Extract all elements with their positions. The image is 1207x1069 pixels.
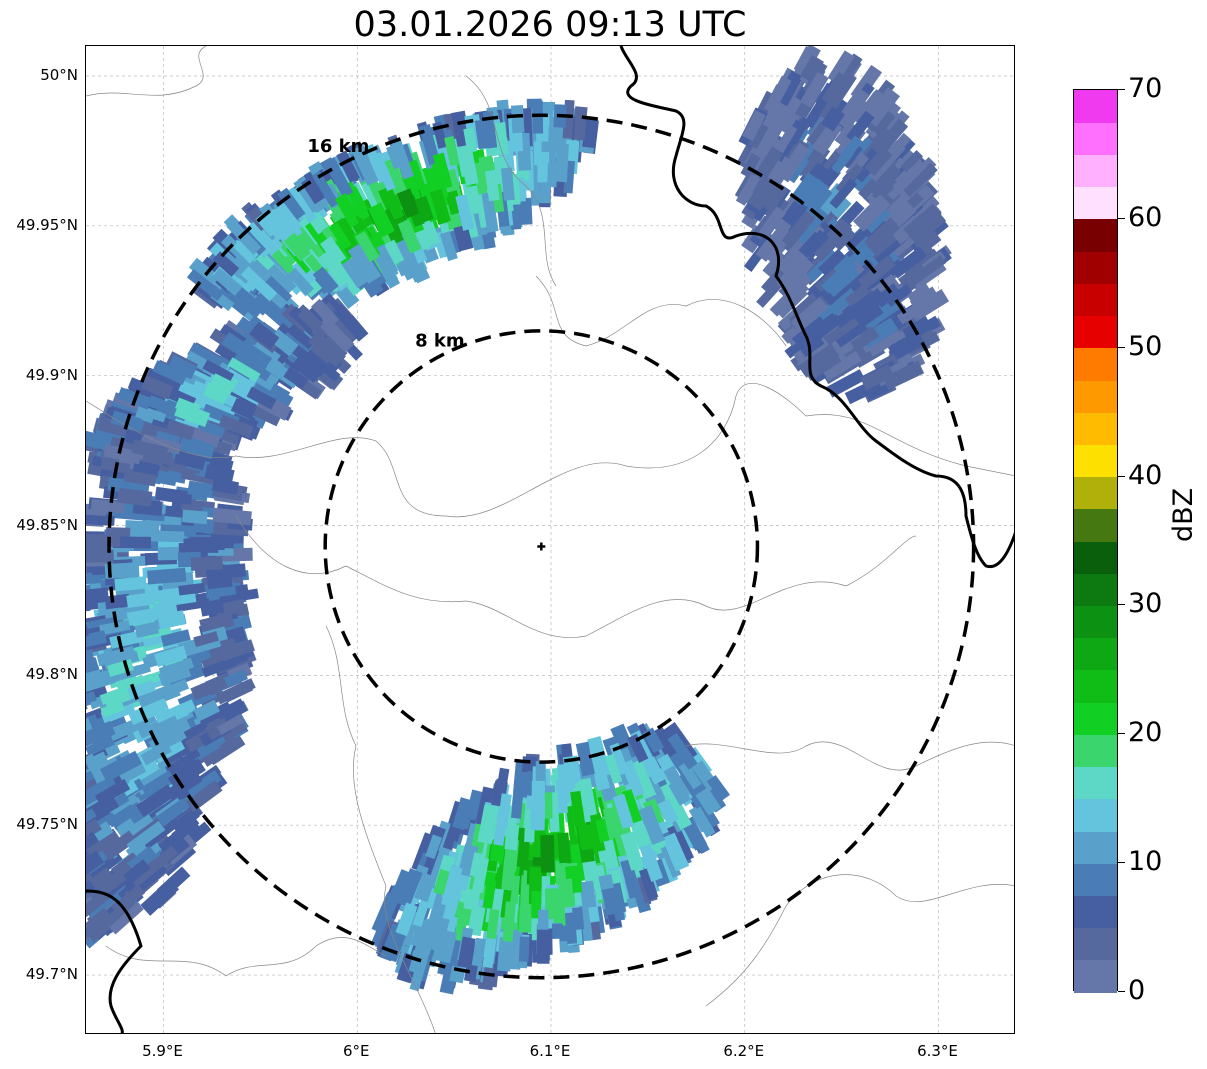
- municipal-boundary: [86, 383, 1014, 518]
- range-rings: 8 km 16 km: [107, 113, 976, 980]
- colorbar-segment: [1074, 734, 1117, 768]
- municipal-boundary: [685, 741, 1014, 771]
- colorbar-tick-label: 70: [1128, 73, 1163, 104]
- colorbar-segment: [1074, 863, 1117, 896]
- municipal-boundary: [465, 75, 557, 287]
- lat-tick-label: 49.95°N: [16, 215, 78, 234]
- colorbar-segment: [1074, 122, 1117, 156]
- colorbar-tick-mark: [1118, 991, 1125, 992]
- colorbar-segment: [1074, 251, 1117, 284]
- colorbar-segment: [1074, 702, 1117, 735]
- colorbar-segment: [1074, 508, 1117, 542]
- range-ring-label: 16 km: [307, 136, 369, 157]
- echo-region-northeast-cell: [734, 46, 952, 405]
- colorbar-tick-mark: [1118, 475, 1125, 477]
- lat-tick-label: 49.7°N: [25, 965, 78, 984]
- colorbar-segment: [1074, 959, 1117, 993]
- lat-tick-label: 49.9°N: [25, 365, 78, 384]
- municipal-boundary: [86, 46, 207, 97]
- lat-tick-label: 49.85°N: [16, 515, 78, 534]
- colorbar-segment: [1074, 573, 1117, 607]
- colorbar-tick-mark: [1118, 733, 1125, 735]
- colorbar-tick-label: 40: [1128, 459, 1163, 491]
- colorbar-tick-label: 20: [1128, 717, 1163, 749]
- colorbar-segment: [1074, 444, 1117, 478]
- colorbar-segment: [1074, 895, 1117, 929]
- borders: [86, 46, 1014, 1033]
- colorbar-segment: [1074, 605, 1117, 639]
- municipal-boundary: [705, 874, 1014, 1007]
- lon-tick-label: 5.9°E: [142, 1042, 183, 1060]
- municipal-boundary: [105, 937, 387, 977]
- lat-tick-label: 50°N: [40, 65, 78, 84]
- colorbar-segment: [1074, 412, 1117, 445]
- colorbar-segment: [1074, 218, 1117, 252]
- colorbar-segment: [1074, 154, 1117, 188]
- colorbar-segment: [1074, 541, 1117, 574]
- range-ring: [107, 113, 976, 980]
- colorbar-segment: [1074, 798, 1117, 832]
- echo-region-northwest-band-upper: [186, 98, 599, 323]
- colorbar-tick-label: 0: [1128, 975, 1146, 1006]
- colorbar-segment: [1074, 830, 1117, 864]
- colorbar-tick-label: 50: [1128, 330, 1163, 362]
- radar-echoes: [86, 46, 952, 995]
- colorbar-segment: [1074, 927, 1117, 961]
- radar-site-marker: [537, 542, 546, 551]
- colorbar-tick-mark: [1118, 217, 1125, 219]
- colorbar-tick-mark: [1118, 346, 1125, 348]
- colorbar-label: dBZ: [1168, 487, 1199, 542]
- range-ring-label: 8 km: [415, 330, 465, 351]
- colorbar-tick-label: 10: [1128, 846, 1163, 878]
- radar-map[interactable]: 8 km 16 km: [86, 46, 1015, 1034]
- range-ring: [323, 329, 760, 764]
- municipal-boundary: [235, 515, 917, 638]
- municipal-boundary: [325, 625, 436, 1033]
- lat-tick-label: 49.75°N: [16, 815, 78, 834]
- colorbar-segment: [1074, 90, 1117, 123]
- colorbar-tick-mark: [1118, 862, 1125, 864]
- colorbar-segment: [1074, 476, 1117, 510]
- lon-tick-label: 6.1°E: [529, 1042, 571, 1060]
- colorbar-segment: [1074, 315, 1117, 349]
- colorbar-tick-mark: [1118, 89, 1125, 90]
- colorbar-segment: [1074, 379, 1117, 413]
- echo-region-west-edge: [86, 419, 259, 949]
- colorbar-tick-mark: [1118, 604, 1125, 606]
- colorbar-tick-label: 30: [1128, 588, 1163, 620]
- plot-title: 03.01.2026 09:13 UTC: [353, 5, 747, 45]
- colorbar-segment: [1074, 186, 1117, 220]
- colorbar-segment: [1074, 766, 1117, 800]
- lon-tick-label: 6.2°E: [723, 1042, 765, 1060]
- lat-tick-label: 49.8°N: [25, 665, 78, 684]
- colorbar-segment: [1074, 637, 1117, 671]
- national-border: [619, 46, 1014, 569]
- colorbar: [1073, 89, 1118, 993]
- echo-region-south-cell: [370, 722, 731, 995]
- municipal-boundary: [535, 275, 787, 347]
- colorbar-segment: [1074, 669, 1117, 703]
- colorbar-tick-label: 60: [1128, 201, 1163, 233]
- colorbar-segment: [1074, 283, 1117, 317]
- lon-tick-label: 6.3°E: [917, 1042, 958, 1060]
- national-border: [86, 889, 143, 1033]
- lon-tick-label: 6°E: [342, 1042, 370, 1060]
- colorbar-segment: [1074, 347, 1117, 381]
- map-panel[interactable]: 8 km 16 km: [85, 45, 1015, 1034]
